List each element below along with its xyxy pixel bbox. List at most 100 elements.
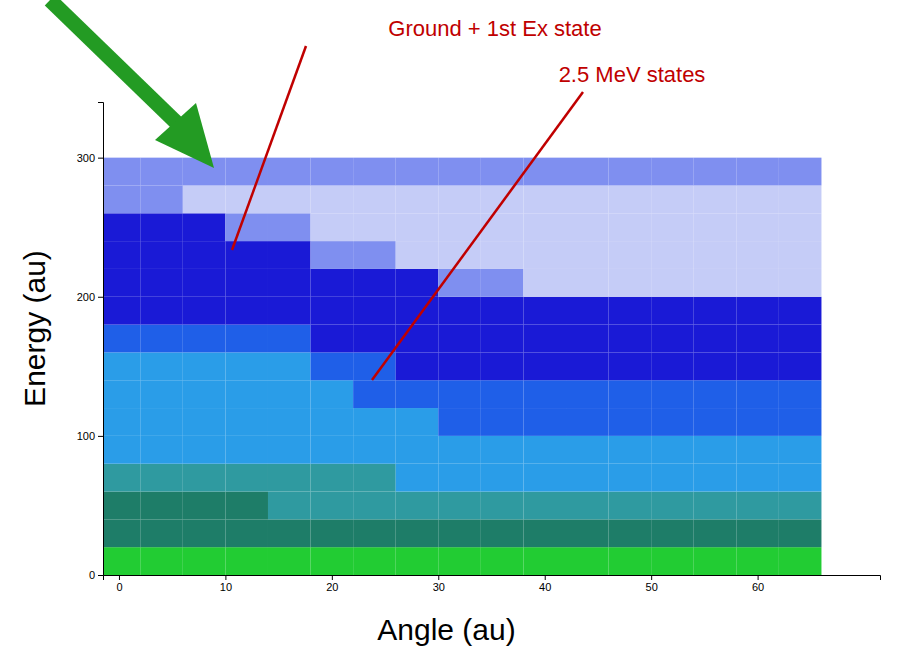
tick-mark [545,575,546,580]
heatmap-cell [566,297,609,325]
heatmap-cell [736,547,779,575]
heatmap-cell [779,352,822,380]
heatmap-cell [609,519,652,547]
heatmap-cell [694,213,737,241]
heatmap-cell [103,297,140,325]
heatmap-cell [523,269,566,297]
heatmap-cell [396,436,439,464]
heatmap-cell [736,492,779,520]
heatmap-cell [779,464,822,492]
heatmap-cell [694,158,737,186]
heatmap-cell [396,185,439,213]
heatmap-cell [779,213,822,241]
heatmap-cell [353,464,396,492]
heatmap-cell [438,325,481,353]
heatmap-cell [396,269,439,297]
heatmap-cell [268,380,311,408]
tick-label: 50 [646,581,658,593]
heatmap-cell [779,185,822,213]
heatmap-cell [481,436,524,464]
heatmap-cell [438,213,481,241]
heatmap-cell [353,408,396,436]
heatmap-cell [140,158,183,186]
heatmap-cell [523,464,566,492]
tick-mark [98,297,103,298]
tick-mark [98,436,103,437]
heatmap-cell [481,380,524,408]
axis-line [98,103,104,576]
heatmap-cell [438,436,481,464]
heatmap-cell [523,352,566,380]
tick: 50 [646,575,658,593]
heatmap-cell [396,547,439,575]
heatmap-cell [353,297,396,325]
heatmap-cell [566,380,609,408]
tick: 300 [77,152,103,164]
heatmap-cell [396,492,439,520]
heatmap-cell [609,241,652,269]
tick: 30 [433,575,445,593]
heatmap-cell [183,436,226,464]
heatmap-cell [609,380,652,408]
heatmap-cell [609,436,652,464]
heatmap-cell [353,158,396,186]
heatmap-cell [353,325,396,353]
heatmap-cell [438,241,481,269]
heatmap-cell [140,269,183,297]
tick-label: 30 [433,581,445,593]
heatmap-cell [523,158,566,186]
heatmap-cell [609,464,652,492]
heatmap-cell [651,380,694,408]
heatmap-cell [353,436,396,464]
heatmap-cell [311,297,354,325]
heatmap-cell [523,519,566,547]
heatmap-cell [268,436,311,464]
heatmap-cell [523,297,566,325]
heatmap-cell [481,241,524,269]
heatmap-cell [481,408,524,436]
heatmap-cell [523,380,566,408]
heatmap-cell [225,436,268,464]
heatmap-cell [694,380,737,408]
heatmap-cell [779,158,822,186]
heatmap-cell [651,464,694,492]
heatmap-cell [523,547,566,575]
heatmap-cell [609,269,652,297]
heatmap-cell [225,297,268,325]
heatmap-cell [438,492,481,520]
heatmap-cell [183,185,226,213]
heatmap-cell [651,297,694,325]
tick: 60 [752,575,764,593]
heatmap-cell [736,213,779,241]
heatmap-cell [566,185,609,213]
x-axis-title: Angle (au) [377,613,515,646]
heatmap-cell [103,185,140,213]
heatmap-cell [651,241,694,269]
heatmap-cell [694,408,737,436]
heatmap-cell [183,352,226,380]
heatmap-cell [225,213,268,241]
heatmap-cell [736,269,779,297]
heatmap-cell [140,492,183,520]
heatmap-cell [694,241,737,269]
heatmap-cell [438,185,481,213]
heatmap-cell [566,325,609,353]
heatmap-cell [523,241,566,269]
heatmap-cell [268,464,311,492]
tick-mark [332,575,333,580]
heatmap-cell [103,408,140,436]
heatmap-cell [268,213,311,241]
heatmap-cell [694,436,737,464]
heatmap-cell [183,269,226,297]
heatmap-cell [268,519,311,547]
heatmap-cell [779,519,822,547]
heatmap-cell [481,464,524,492]
heatmap-cell [481,213,524,241]
tick-label: 40 [539,581,551,593]
heatmap-cell [566,519,609,547]
heatmap-cell [481,492,524,520]
heatmap-cell [268,352,311,380]
tick: 0 [89,569,103,581]
heatmap-cell [268,241,311,269]
heatmap-cell [779,492,822,520]
